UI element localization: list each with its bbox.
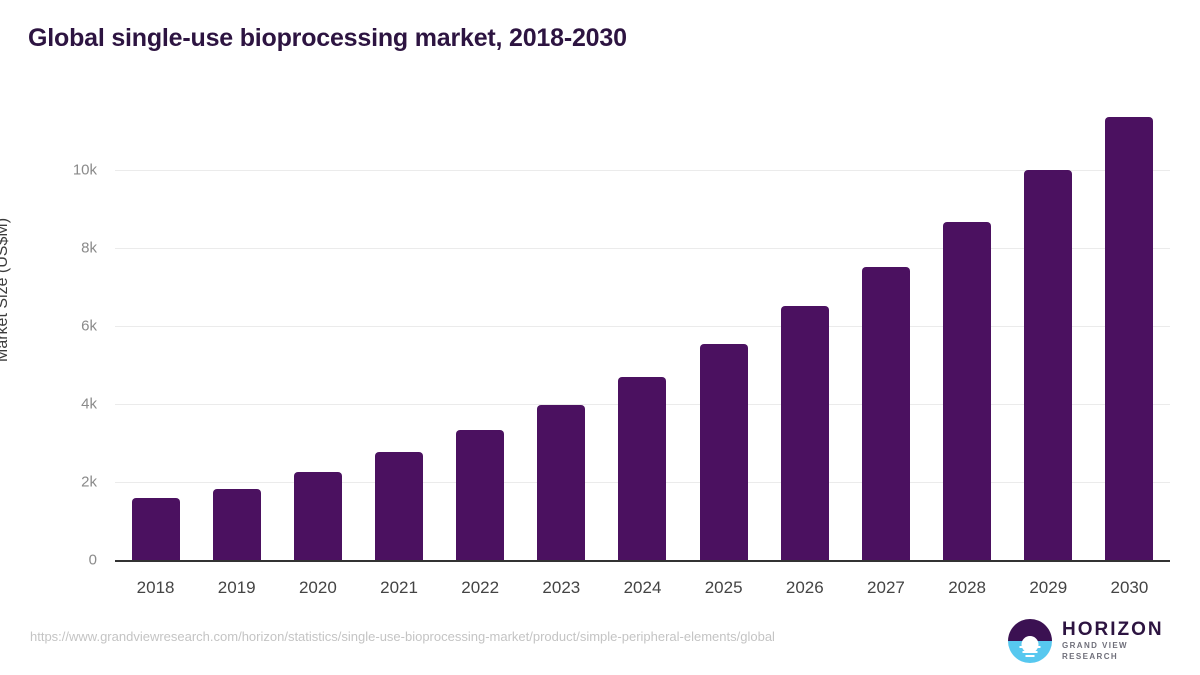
bar-slot (845, 100, 926, 560)
bar[interactable] (699, 344, 748, 560)
bar[interactable] (1105, 116, 1154, 560)
bar[interactable] (537, 405, 586, 560)
y-axis-tick-label: 6k (81, 317, 97, 335)
logo-text: HORIZON GRAND VIEW RESEARCH (1062, 620, 1178, 662)
bar-slot (927, 100, 1008, 560)
source-url[interactable]: https://www.grandviewresearch.com/horizo… (30, 629, 775, 644)
bar[interactable] (456, 429, 505, 560)
bar[interactable] (618, 376, 667, 560)
x-axis-tick-label: 2020 (298, 578, 337, 597)
x-axis-tick-label: 2028 (948, 578, 987, 597)
bar-slot (277, 100, 358, 560)
x-axis-tick-label: 2022 (461, 578, 500, 597)
bar-slot (1089, 100, 1170, 560)
bar[interactable] (861, 266, 910, 560)
x-axis-tick-label: 2018 (136, 578, 175, 597)
bar[interactable] (1024, 170, 1073, 560)
x-axis-tick-label: 2029 (1029, 578, 1068, 597)
bar-slot (521, 100, 602, 560)
gridline (115, 248, 1170, 249)
bar[interactable] (212, 489, 261, 560)
horizon-sun-circle-icon (1008, 619, 1052, 663)
bar-slot (1008, 100, 1089, 560)
y-axis-tick-label: 4k (81, 395, 97, 413)
x-axis-tick-label: 2026 (785, 578, 824, 597)
x-axis-tick-label: 2021 (380, 578, 418, 597)
x-axis-tick-label: 2019 (217, 578, 256, 597)
y-axis-tick-label: 2k (81, 473, 97, 491)
gridline (115, 170, 1170, 171)
bar[interactable] (293, 472, 342, 560)
x-axis-tick-label: 2023 (542, 578, 581, 597)
bar[interactable] (131, 497, 180, 560)
x-axis-tick-label: 2024 (623, 578, 662, 597)
bar-slot (764, 100, 845, 560)
bar-slot (115, 100, 196, 560)
bar-slot (683, 100, 764, 560)
bar-series (115, 100, 1170, 560)
horizon-logo[interactable]: HORIZON GRAND VIEW RESEARCH (1008, 617, 1178, 665)
bar-slot (440, 100, 521, 560)
bar[interactable] (943, 222, 992, 560)
x-axis-line (115, 560, 1170, 562)
bar-slot (196, 100, 277, 560)
bar-slot (602, 100, 683, 560)
logo-name: HORIZON (1062, 619, 1164, 640)
gridline (115, 326, 1170, 327)
x-axis-tick-label: 2030 (1110, 578, 1149, 597)
bar[interactable] (780, 305, 829, 560)
logo-tagline: GRAND VIEW RESEARCH (1062, 641, 1128, 661)
x-axis-tick-label: 2025 (704, 578, 743, 597)
y-axis-tick-label: 10k (72, 161, 97, 179)
y-axis-tick-label: 0 (88, 551, 97, 569)
y-axis-tick-label: 8k (81, 239, 97, 257)
bar-slot (358, 100, 439, 560)
y-axis-title: Market Size (US$M) (0, 217, 11, 362)
page-title: Global single-use bioprocessing market, … (28, 24, 627, 52)
bar[interactable] (375, 452, 424, 560)
x-axis-tick-label: 2027 (867, 578, 905, 597)
